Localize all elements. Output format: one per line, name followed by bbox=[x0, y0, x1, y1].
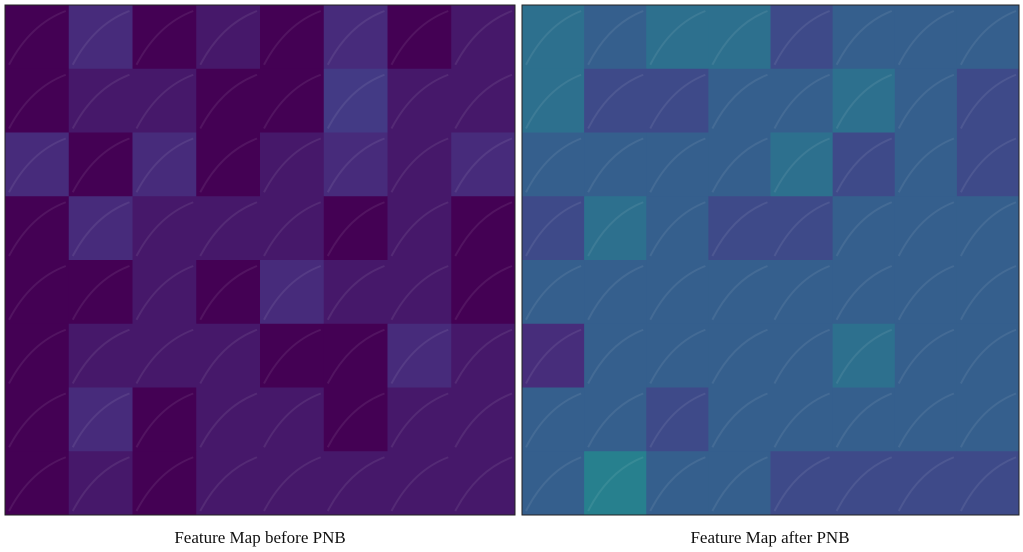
feature-tile bbox=[646, 451, 709, 515]
feature-tile bbox=[771, 133, 834, 197]
feature-tile bbox=[708, 5, 771, 69]
feature-tile bbox=[833, 133, 896, 197]
feature-tile bbox=[833, 69, 896, 133]
feature-tile bbox=[895, 133, 958, 197]
caption: Feature Map before PNB bbox=[174, 528, 345, 547]
feature-tile bbox=[833, 388, 896, 452]
feature-tile bbox=[957, 196, 1020, 260]
feature-tile bbox=[584, 388, 647, 452]
feature-tile bbox=[771, 388, 834, 452]
feature-tile bbox=[771, 69, 834, 133]
feature-map-after bbox=[522, 5, 1020, 516]
feature-map-before bbox=[5, 5, 516, 516]
feature-tile bbox=[708, 133, 771, 197]
feature-tile bbox=[646, 69, 709, 133]
feature-tile bbox=[957, 260, 1020, 324]
feature-tile bbox=[895, 69, 958, 133]
feature-tile bbox=[522, 196, 585, 260]
feature-tile bbox=[646, 196, 709, 260]
feature-tile bbox=[957, 451, 1020, 515]
feature-tile bbox=[957, 69, 1020, 133]
feature-tile bbox=[708, 324, 771, 388]
feature-tile bbox=[646, 5, 709, 69]
feature-tile bbox=[833, 196, 896, 260]
feature-tile bbox=[584, 196, 647, 260]
feature-tile bbox=[522, 324, 585, 388]
feature-tile bbox=[771, 451, 834, 515]
feature-tile bbox=[584, 133, 647, 197]
feature-tile bbox=[771, 324, 834, 388]
feature-tile bbox=[895, 451, 958, 515]
feature-tile bbox=[522, 451, 585, 515]
figure: Feature Map before PNB Feature Map after… bbox=[0, 0, 1023, 552]
feature-tile bbox=[522, 133, 585, 197]
feature-tile bbox=[895, 196, 958, 260]
feature-tile bbox=[708, 451, 771, 515]
feature-tile bbox=[646, 388, 709, 452]
feature-tile bbox=[522, 5, 585, 69]
feature-tile bbox=[584, 69, 647, 133]
feature-tile bbox=[584, 260, 647, 324]
feature-tile bbox=[957, 324, 1020, 388]
feature-tile bbox=[646, 260, 709, 324]
feature-tile bbox=[646, 133, 709, 197]
feature-tile bbox=[708, 388, 771, 452]
feature-tile bbox=[708, 196, 771, 260]
feature-tile bbox=[708, 260, 771, 324]
feature-tile bbox=[522, 260, 585, 324]
feature-tile bbox=[522, 69, 585, 133]
feature-tile bbox=[957, 5, 1020, 69]
feature-tile bbox=[584, 324, 647, 388]
feature-tile bbox=[833, 5, 896, 69]
feature-tile bbox=[957, 133, 1020, 197]
feature-tile bbox=[895, 388, 958, 452]
feature-tile bbox=[833, 324, 896, 388]
feature-tile bbox=[833, 451, 896, 515]
caption: Feature Map after PNB bbox=[690, 528, 849, 547]
feature-tile bbox=[833, 260, 896, 324]
feature-tile bbox=[771, 260, 834, 324]
feature-tile bbox=[584, 451, 647, 515]
feature-tile bbox=[584, 5, 647, 69]
feature-tile bbox=[895, 5, 958, 69]
feature-tile bbox=[895, 260, 958, 324]
feature-tile bbox=[522, 388, 585, 452]
feature-tile bbox=[646, 324, 709, 388]
feature-tile bbox=[708, 69, 771, 133]
feature-tile bbox=[957, 388, 1020, 452]
feature-tile bbox=[771, 5, 834, 69]
feature-tile bbox=[895, 324, 958, 388]
feature-tile bbox=[771, 196, 834, 260]
